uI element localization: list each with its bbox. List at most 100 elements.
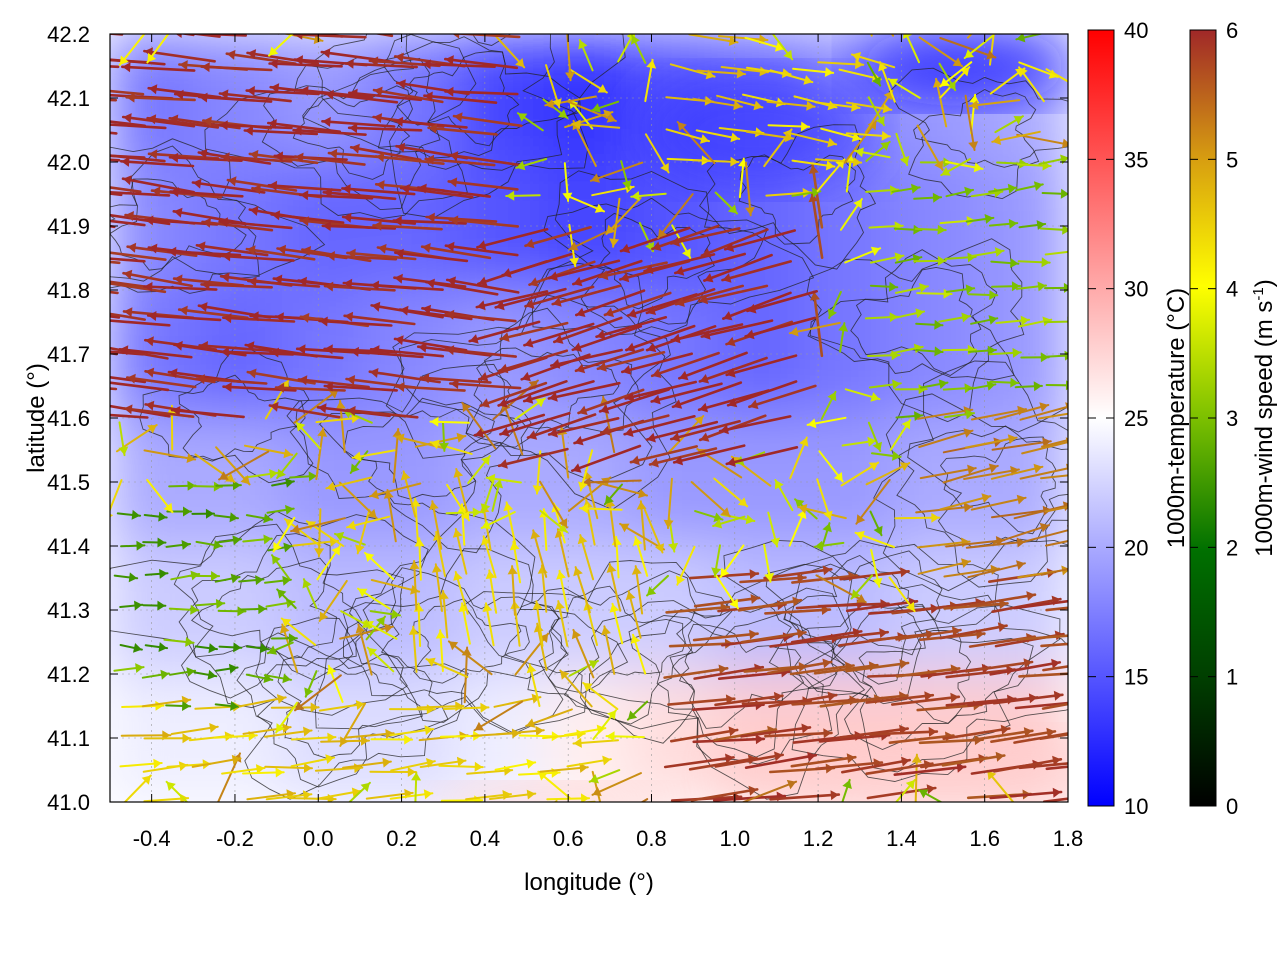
- wind-arrow-head: [590, 173, 601, 183]
- wind-arrow-head: [182, 733, 191, 744]
- wind-arrow-head: [1012, 347, 1021, 358]
- wind-arrow: [503, 501, 517, 545]
- wind-arrow-shaft: [497, 447, 569, 468]
- wind-arrow-head: [255, 764, 265, 774]
- wind-arrow: [620, 352, 694, 375]
- wind-arrow: [110, 257, 146, 263]
- wind-arrow-shaft: [443, 57, 519, 70]
- wind-arrow-head: [609, 238, 620, 247]
- wind-arrow-head: [500, 332, 510, 342]
- wind-arrow-head: [558, 518, 568, 528]
- wind-arrow-head: [145, 400, 155, 411]
- wind-arrow-head: [549, 271, 558, 282]
- wind-arrow-head: [383, 490, 394, 499]
- wind-arrow-head: [627, 308, 637, 318]
- wind-arrow-head: [428, 123, 438, 134]
- wind-arrow: [744, 161, 755, 217]
- contour-line: [563, 555, 866, 800]
- wind-arrow: [893, 762, 967, 777]
- wind-arrow: [526, 663, 541, 707]
- wind-arrow-head: [1020, 315, 1030, 326]
- contour-line: [314, 34, 626, 219]
- wind-arrow-head: [1010, 377, 1019, 388]
- wind-arrow-shaft: [672, 444, 746, 464]
- wind-arrow-shaft: [344, 732, 395, 739]
- wind-arrow-head: [367, 647, 378, 657]
- wind-arrow: [110, 186, 142, 193]
- wind-arrow-shaft: [964, 436, 1018, 449]
- wind-arrow-head: [349, 88, 358, 99]
- wind-arrow-head: [122, 21, 131, 31]
- wind-arrow-shaft: [619, 226, 691, 253]
- wind-arrow-shaft: [341, 215, 417, 225]
- wind-arrow: [626, 700, 649, 721]
- wind-arrow-head: [855, 147, 864, 158]
- wind-arrow-head: [426, 657, 436, 667]
- wind-arrow: [420, 243, 492, 260]
- wind-arrow-head: [607, 710, 616, 720]
- wind-arrow-shaft: [915, 505, 974, 514]
- wind-arrow-shaft: [968, 99, 1021, 107]
- wind-arrow-head: [682, 248, 691, 258]
- wind-arrow: [143, 449, 197, 463]
- wind-arrow-head: [175, 34, 182, 38]
- wind-arrow-head: [192, 178, 202, 189]
- wind-arrow: [767, 121, 811, 132]
- wind-arrow-shaft: [419, 21, 451, 29]
- wind-arrow-shaft: [110, 413, 149, 419]
- wind-arrow: [692, 734, 766, 745]
- wind-arrow-shaft: [392, 219, 467, 225]
- wind-arrow: [663, 477, 674, 530]
- wind-arrow-head: [932, 192, 942, 203]
- wind-arrow-shaft: [865, 762, 934, 776]
- wind-arrow-head: [764, 572, 775, 582]
- wind-arrow-shaft: [571, 259, 643, 286]
- wind-arrow: [528, 260, 596, 287]
- wind-arrow: [719, 544, 745, 578]
- wind-arrow-head: [713, 518, 723, 529]
- wind-arrow: [110, 65, 120, 69]
- wind-arrow: [394, 382, 466, 392]
- wind-arrow: [439, 420, 449, 452]
- wind-arrow-head: [604, 494, 614, 505]
- wind-arrow: [110, 58, 166, 66]
- wind-arrow: [225, 49, 297, 65]
- wind-arrow-head: [300, 312, 310, 323]
- wind-arrow-head: [652, 241, 662, 251]
- wind-arrow: [482, 602, 495, 647]
- wind-arrow: [344, 729, 395, 739]
- wind-arrow-head: [291, 524, 300, 535]
- wind-arrow-shaft: [1018, 762, 1068, 770]
- wind-arrow-head: [300, 190, 309, 201]
- wind-arrow-head: [219, 217, 228, 228]
- wind-arrow-shaft: [605, 196, 642, 236]
- wind-arrow: [592, 709, 617, 740]
- wind-arrow: [571, 628, 595, 679]
- wind-arrow-head: [1042, 437, 1051, 448]
- wind-arrow: [840, 756, 912, 774]
- wind-arrow-head: [549, 427, 558, 438]
- x-tick-label: 0.6: [553, 826, 584, 851]
- wind-arrow: [919, 464, 977, 480]
- wind-arrow-head: [651, 394, 661, 405]
- wind-arrow: [963, 34, 994, 59]
- wind-arrow: [815, 574, 867, 604]
- wind-arrow-head: [48, 304, 57, 314]
- wind-arrow-head: [426, 278, 435, 289]
- wind-arrow-shaft: [369, 482, 422, 498]
- wind-arrow-head: [1023, 658, 1033, 669]
- wind-arrow-head: [445, 241, 455, 252]
- wind-arrow-head: [599, 270, 609, 281]
- contour-line: [190, 557, 338, 659]
- wind-arrow: [451, 0, 465, 32]
- wind-arrow: [411, 771, 422, 802]
- wind-arrow: [218, 642, 243, 653]
- wind-arrow-head: [168, 368, 178, 379]
- wind-arrow-head: [230, 701, 239, 711]
- wind-arrow-shaft: [169, 804, 221, 828]
- wind-arrow: [440, 0, 482, 29]
- wind-arrow-shaft: [808, 0, 815, 33]
- wind-arrow: [676, 121, 716, 165]
- wind-arrow-head: [631, 566, 642, 575]
- wind-arrow: [665, 128, 710, 144]
